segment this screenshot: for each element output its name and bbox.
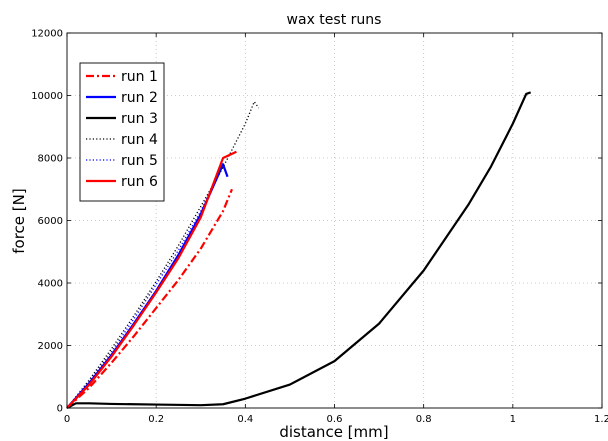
legend: run 1 run 2 run 3 run 4 run 5 run 6 <box>79 62 165 202</box>
y-tick-label: 12000 <box>31 29 63 40</box>
x-axis-label: distance [mm] <box>279 423 388 441</box>
legend-label-4: run 4 <box>121 132 158 148</box>
x-tick-label: 0.6 <box>327 414 343 425</box>
series-line-5 <box>66 163 224 409</box>
series-line-1 <box>66 188 233 409</box>
legend-box <box>79 62 165 202</box>
y-tick-label: 4000 <box>38 279 63 290</box>
legend-label-5: run 5 <box>121 153 158 169</box>
y-tick-label: 10000 <box>31 91 63 102</box>
x-tick-label: 0 <box>64 414 70 425</box>
axis-ticks: 0 0.2 0.4 0.6 0.8 1 1.2 0 2000 4000 6000 8000 10000 1… <box>31 29 608 426</box>
legend-label-1: run 1 <box>121 69 158 85</box>
x-tick-label: 0.2 <box>148 414 164 425</box>
legend-label-3: run 3 <box>121 111 158 127</box>
x-tick-label: 1.2 <box>594 414 608 425</box>
y-tick-label: 8000 <box>38 154 63 165</box>
y-axis-label: force [N] <box>10 188 28 253</box>
legend-label-2: run 2 <box>121 90 158 106</box>
y-tick-label: 6000 <box>38 216 63 227</box>
x-tick-label: 0.4 <box>237 414 253 425</box>
y-tick-label: 2000 <box>38 341 63 352</box>
series-lines <box>66 91 532 409</box>
y-tick-label: 0 <box>57 404 63 415</box>
legend-label-6: run 6 <box>121 174 158 190</box>
series-line-3 <box>66 91 532 409</box>
x-tick-label: 0.8 <box>416 414 432 425</box>
x-tick-label: 1 <box>510 414 516 425</box>
grid <box>67 33 602 408</box>
series-line-4 <box>66 101 260 409</box>
chart-title: wax test runs <box>287 12 382 28</box>
series-line-6 <box>66 150 237 409</box>
